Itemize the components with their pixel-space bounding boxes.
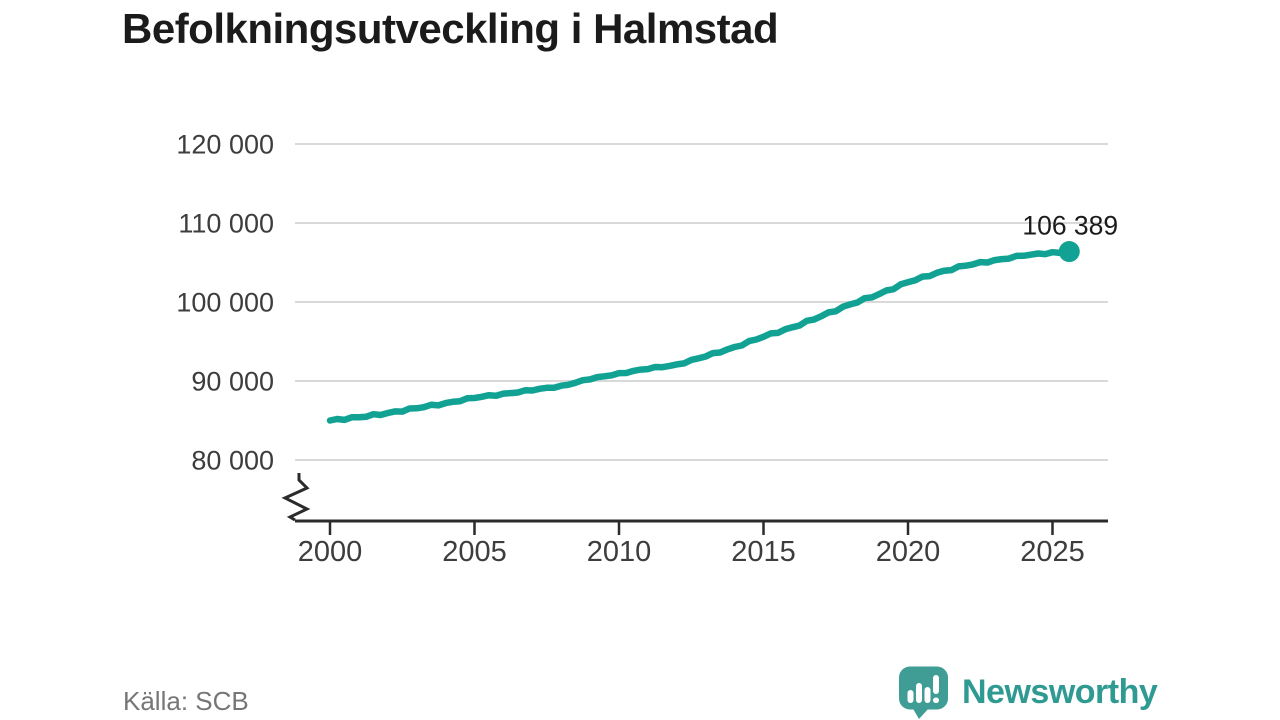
y-tick-label: 90 000 [191, 367, 274, 397]
y-tick-label: 120 000 [176, 130, 274, 160]
y-tick-label: 100 000 [176, 288, 274, 318]
source-label: Källa: SCB [123, 686, 249, 716]
y-tick-label: 110 000 [178, 209, 274, 239]
x-tick-label: 2020 [876, 536, 941, 568]
newsworthy-bubble-chart-icon [899, 666, 948, 719]
newsworthy-logo-text: Newsworthy [962, 673, 1158, 711]
y-tick-label: 80 000 [191, 446, 274, 476]
x-tick-label: 2010 [587, 536, 652, 568]
newsworthy-logo: Newsworthy [897, 664, 1158, 720]
endpoint-dot [1058, 241, 1080, 263]
series-line [326, 248, 1073, 424]
axis-break-zigzag [281, 473, 311, 522]
x-tick-label: 2000 [298, 536, 363, 568]
endpoint-value-label: 106 389 [1022, 211, 1118, 241]
x-tick-label: 2025 [1020, 536, 1085, 568]
x-tick-label: 2015 [731, 536, 796, 568]
x-tick-label: 2005 [442, 536, 507, 568]
chart-title: Befolkningsutveckling i Halmstad [122, 5, 779, 52]
